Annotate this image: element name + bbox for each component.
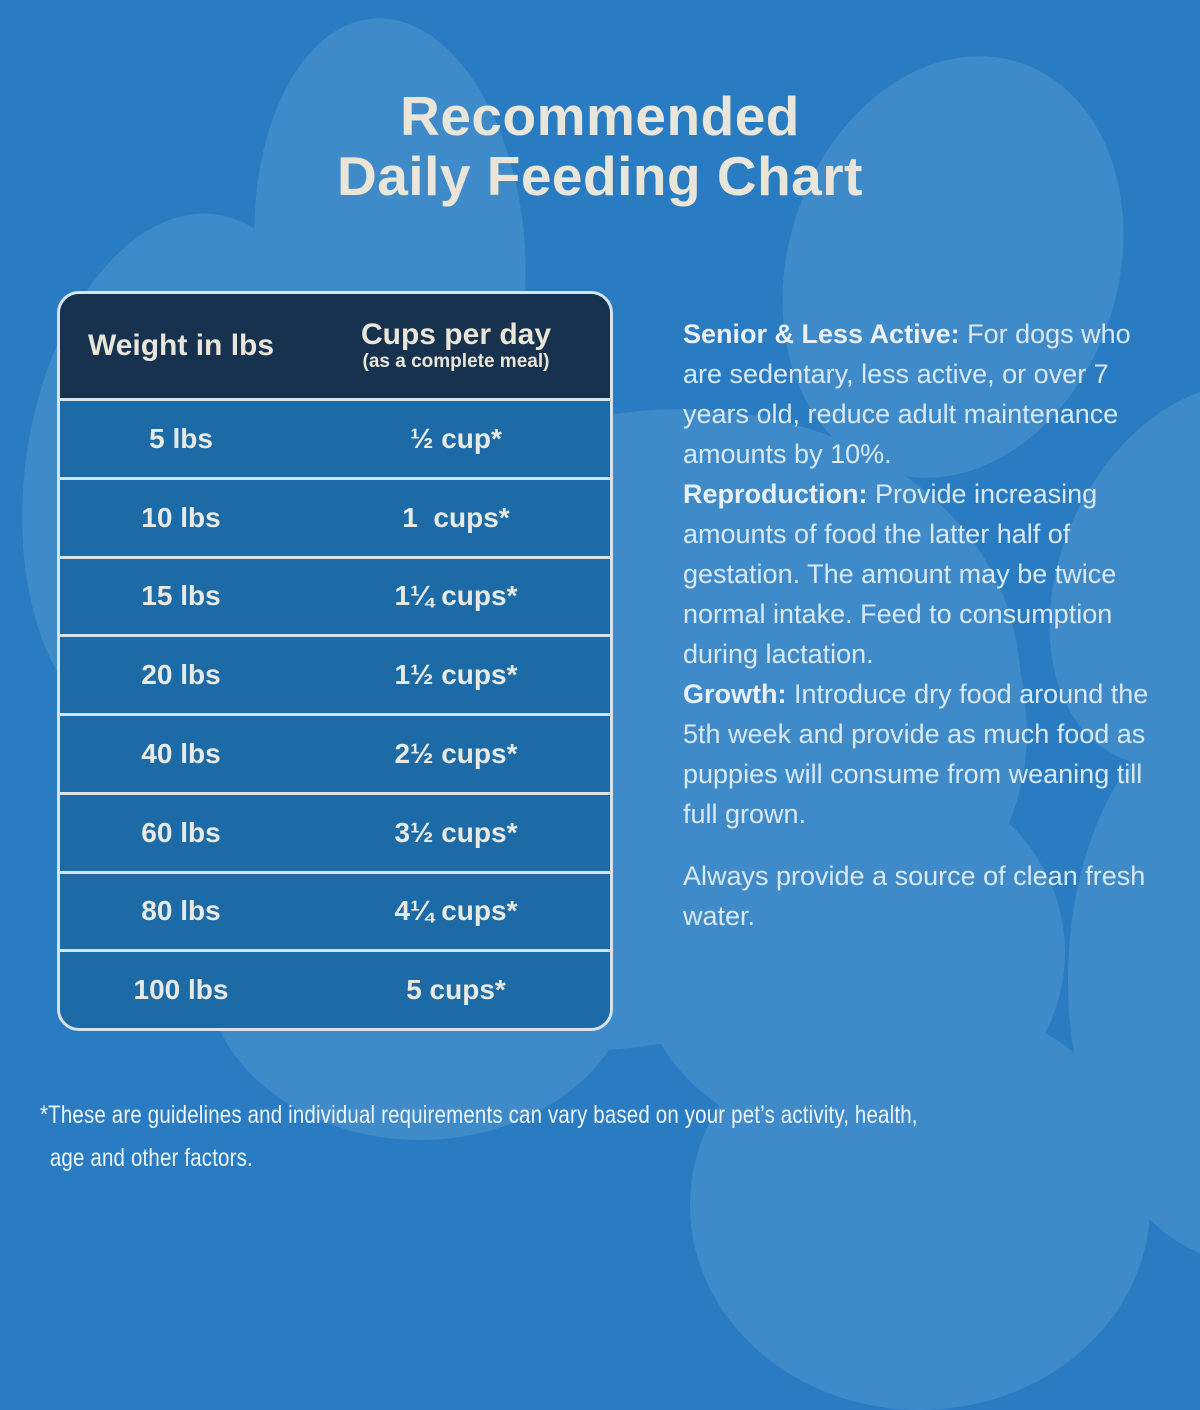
note-senior-label: Senior & Less Active: [683,319,960,349]
header-cups-label: Cups per day [360,318,552,351]
cups-cell: 1¼ cups* [394,580,518,612]
feeding-chart-infographic: Recommended Daily Feeding Chart Weight i… [0,86,1200,1180]
note-reproduction: Reproduction: Provide increasing amounts… [683,474,1153,674]
page-title-line1: Recommended [400,85,800,147]
footnote-line1: *These are guidelines and individual req… [40,1101,918,1129]
header-cups: Cups per day (as a complete meal) [302,319,610,373]
feeding-table-header: Weight in lbs Cups per day (as a complet… [60,294,610,398]
table-row: 80 lbs 4¼ cups* [60,870,610,950]
table-row: 60 lbs 3½ cups* [60,791,610,871]
cups-cell: 4¼ cups* [394,895,518,927]
footnote-line2: age and other factors. [49,1144,253,1172]
table-row: 20 lbs 1½ cups* [60,634,610,713]
note-growth-label: Growth: [683,679,787,709]
note-reproduction-text: Provide increasing amounts of food the l… [683,479,1117,669]
header-weight: Weight in lbs [87,329,275,362]
page-title-line2: Daily Feeding Chart [337,145,863,207]
cups-cell: 3½ cups* [394,816,518,848]
footnote: *These are guidelines and individual req… [40,1094,1122,1180]
weight-cell: 100 lbs [133,974,229,1006]
weight-cell: 5 lbs [149,422,213,454]
cups-cell: 5 cups* [406,974,506,1006]
feeding-table-body: 5 lbs ½ cup* 10 lbs 1 cups* 15 lbs 1¼ cu… [60,398,610,1028]
table-row: 40 lbs 2½ cups* [60,713,610,792]
cups-cell: 1½ cups* [394,659,518,691]
note-senior: Senior & Less Active: For dogs who are s… [683,314,1153,474]
table-row: 10 lbs 1 cups* [60,476,610,556]
page-title: Recommended Daily Feeding Chart [0,86,1200,206]
weight-cell: 80 lbs [141,895,221,927]
feeding-guidelines: Senior & Less Active: For dogs who are s… [683,314,1153,936]
cups-cell: ½ cup* [410,422,502,454]
weight-cell: 15 lbs [141,580,221,612]
weight-cell: 10 lbs [141,501,221,533]
note-growth: Growth: Introduce dry food around the 5t… [683,674,1153,834]
weight-cell: 60 lbs [141,816,221,848]
table-row: 100 lbs 5 cups* [60,949,610,1028]
header-cups-subtext: (as a complete meal) [362,351,550,372]
cups-cell: 2½ cups* [394,737,518,769]
table-row: 5 lbs ½ cup* [60,398,610,477]
feeding-table: Weight in lbs Cups per day (as a complet… [57,291,613,1031]
weight-cell: 20 lbs [141,659,221,691]
note-reproduction-label: Reproduction: [683,479,868,509]
table-row: 15 lbs 1¼ cups* [60,555,610,635]
note-senior-text: For dogs who are sedentary, less active,… [683,319,1131,469]
note-growth-text: Introduce dry food around the 5th week a… [683,679,1149,829]
weight-cell: 40 lbs [141,737,221,769]
note-water: Always provide a source of clean fresh w… [683,861,1146,931]
cups-cell: 1 cups* [402,501,510,533]
